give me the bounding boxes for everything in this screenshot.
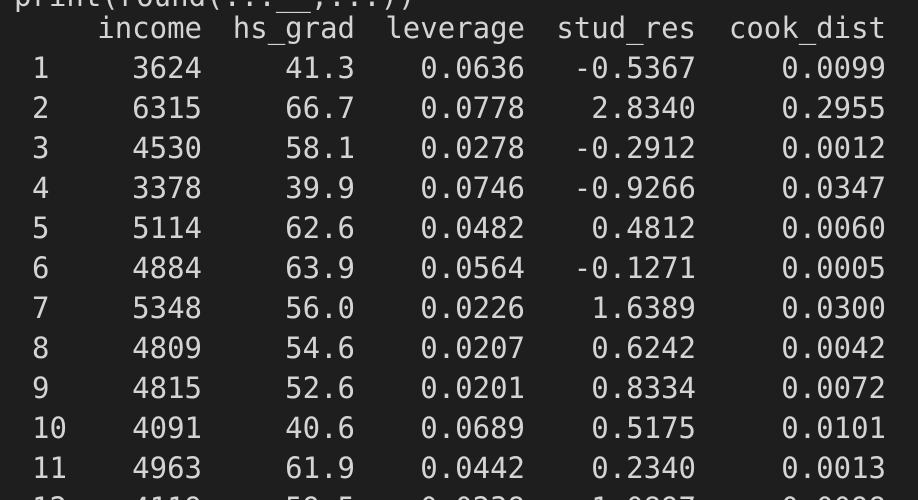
table-cell: 0.0099	[781, 51, 886, 85]
row-index: 10	[32, 411, 67, 445]
table-cell: 39.9	[285, 171, 355, 205]
table-cell: 4815	[132, 371, 202, 405]
table-cell: 4884	[132, 251, 202, 285]
table-cell: 6315	[132, 91, 202, 125]
column-header-hs-grad: hs_grad	[232, 11, 355, 45]
table-cell: 0.0278	[420, 131, 525, 165]
table-cell: -0.9266	[573, 171, 696, 205]
table-cell: 0.4812	[591, 211, 696, 245]
table-cell: 56.0	[285, 291, 355, 325]
row-index: 4	[32, 171, 50, 205]
row-index: 11	[32, 451, 67, 485]
table-cell: 0.8334	[591, 371, 696, 405]
table-cell: -0.1271	[573, 251, 696, 285]
table-cell: -0.5367	[573, 51, 696, 85]
table-cell: 0.0013	[781, 451, 886, 485]
table-row: 4 3378 39.9 0.0746 -0.9266 0.0347	[0, 168, 918, 208]
table-row: 6 4884 63.9 0.0564 -0.1271 0.0005	[0, 248, 918, 288]
table-cell: 0.0347	[781, 171, 886, 205]
row-index: 8	[32, 331, 50, 365]
table-row: 2 6315 66.7 0.0778 2.8340 0.2955	[0, 88, 918, 128]
table-cell: 0.5175	[591, 411, 696, 445]
table-cell: 3378	[132, 171, 202, 205]
table-cell: 4530	[132, 131, 202, 165]
table-row: 5 5114 62.6 0.0482 0.4812 0.0060	[0, 208, 918, 248]
row-index: 1	[32, 51, 50, 85]
row-index: 5	[32, 211, 50, 245]
row-index: 3	[32, 131, 50, 165]
table-cell: 62.6	[285, 211, 355, 245]
table-cell: 0.2340	[591, 451, 696, 485]
table-cell: 3624	[132, 51, 202, 85]
table-cell: 0.0072	[781, 371, 886, 405]
row-index: 6	[32, 251, 50, 285]
table-cell: 0.0207	[420, 331, 525, 365]
table-cell: 5114	[132, 211, 202, 245]
table-cell: 0.0012	[781, 131, 886, 165]
table-cell: 0.0746	[420, 171, 525, 205]
table-row: 3 4530 58.1 0.0278 -0.2912 0.0012	[0, 128, 918, 168]
column-header-income: income	[97, 11, 202, 45]
row-index: 12	[32, 488, 67, 500]
table-cell: 0.0060	[781, 211, 886, 245]
table-row-partial: 12 4119 59.5 0.0238 -1.0897 0.0098	[0, 488, 918, 500]
row-index: 7	[32, 291, 50, 325]
table-cell: 0.2955	[781, 91, 886, 125]
table-cell: 2.8340	[591, 91, 696, 125]
row-index: 9	[32, 371, 50, 405]
table-cell: -1.0897	[574, 488, 696, 500]
table-cell: 0.0482	[420, 211, 525, 245]
table-cell: 0.6242	[591, 331, 696, 365]
table-cell: 41.3	[285, 51, 355, 85]
table-cell: 5348	[132, 291, 202, 325]
table-cell: 0.0300	[781, 291, 886, 325]
table-cell: 0.0226	[420, 291, 525, 325]
table-cell: 0.0042	[781, 331, 886, 365]
table-cell: -0.2912	[573, 131, 696, 165]
table-cell: 4119	[132, 488, 202, 500]
table-row: 8 4809 54.6 0.0207 0.6242 0.0042	[0, 328, 918, 368]
table-cell: 0.0636	[420, 51, 525, 85]
column-header-stud-res: stud_res	[556, 11, 696, 45]
table-cell: 4963	[132, 451, 202, 485]
table-header-row: income hs_grad leverage stud_res cook_di…	[0, 8, 918, 48]
table-cell: 40.6	[285, 411, 355, 445]
table-cell: 0.0564	[420, 251, 525, 285]
table-row: 10 4091 40.6 0.0689 0.5175 0.0101	[0, 408, 918, 448]
table-cell: 0.0442	[420, 451, 525, 485]
table-cell: 0.0238	[420, 488, 525, 500]
table-cell: 59.5	[285, 488, 355, 500]
table-cell: 4809	[132, 331, 202, 365]
table-cell: 0.0101	[781, 411, 886, 445]
table-cell: 63.9	[285, 251, 355, 285]
table-cell: 1.6389	[591, 291, 696, 325]
table-row: 11 4963 61.9 0.0442 0.2340 0.0013	[0, 448, 918, 488]
table-cell: 0.0005	[781, 251, 886, 285]
table-cell: 0.0201	[420, 371, 525, 405]
table-row: 1 3624 41.3 0.0636 -0.5367 0.0099	[0, 48, 918, 88]
row-index: 2	[32, 91, 50, 125]
table-cell: 54.6	[285, 331, 355, 365]
table-cell: 0.0098	[781, 488, 886, 500]
table-row: 7 5348 56.0 0.0226 1.6389 0.0300	[0, 288, 918, 328]
table-row: 9 4815 52.6 0.0201 0.8334 0.0072	[0, 368, 918, 408]
table-cell: 0.0778	[420, 91, 525, 125]
column-header-cook-dist: cook_dist	[728, 11, 886, 45]
column-header-leverage: leverage	[385, 11, 525, 45]
table-cell: 0.0689	[420, 411, 525, 445]
table-cell: 4091	[132, 411, 202, 445]
table-cell: 61.9	[285, 451, 355, 485]
table-cell: 52.6	[285, 371, 355, 405]
table-cell: 58.1	[285, 131, 355, 165]
console-previous-command: print(round(...__,...))	[14, 0, 416, 16]
table-cell: 66.7	[285, 91, 355, 125]
